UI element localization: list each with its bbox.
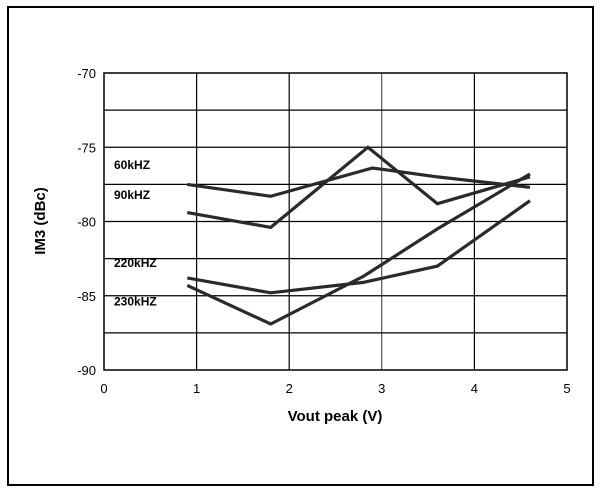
series-label-220khz: 220kHZ: [114, 256, 157, 270]
y-tick-label: -75: [77, 140, 96, 155]
x-tick-label: 1: [193, 381, 200, 396]
x-tick-labels: 0 1 2 3 4 5: [100, 381, 570, 396]
grid-lines: [104, 73, 567, 370]
x-axis-title: Vout peak (V): [288, 408, 383, 425]
y-axis-title: IM3 (dBc): [32, 187, 49, 255]
series-label-230khz: 230kHZ: [114, 295, 157, 309]
series-line-220khz: [187, 199, 531, 295]
x-tick-label: 5: [563, 381, 570, 396]
y-tick-label: -90: [77, 363, 96, 378]
series-line-90khz: [187, 145, 531, 230]
x-tick-label: 2: [286, 381, 293, 396]
x-tick-label: 0: [100, 381, 107, 396]
chart-frame: 0 1 2 3 4 5 -70 -75 -80 -85 -90 60kHZ 90kHZ 220kHZ 2…: [7, 6, 594, 486]
series-labels: 60kHZ 90kHZ 220kHZ 230kHZ: [114, 158, 157, 309]
x-tick-label: 3: [378, 381, 385, 396]
im3-line-chart: 0 1 2 3 4 5 -70 -75 -80 -85 -90 60kHZ 90kHZ 220kHZ 2…: [32, 66, 571, 425]
y-tick-label: -85: [77, 289, 96, 304]
series-line-230khz: [186, 172, 531, 326]
y-tick-labels: -70 -75 -80 -85 -90: [77, 66, 96, 378]
y-tick-label: -70: [77, 66, 96, 81]
x-tick-label: 4: [471, 381, 478, 396]
series-line-60khz: [187, 166, 531, 198]
series-label-90khz: 90kHZ: [114, 188, 150, 202]
series-lines: [186, 145, 531, 326]
series-label-60khz: 60kHZ: [114, 158, 150, 172]
y-tick-label: -80: [77, 215, 96, 230]
